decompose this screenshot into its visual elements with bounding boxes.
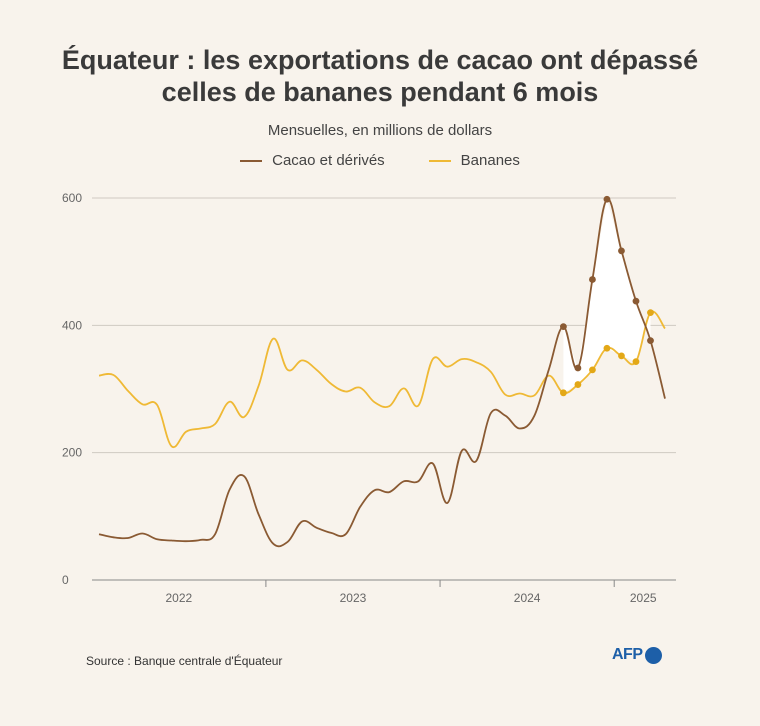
legend-swatch-cacao bbox=[240, 159, 263, 162]
y-tick-label-200: 200 bbox=[62, 446, 82, 460]
data-point-bananes-33 bbox=[574, 381, 582, 388]
legend-item-cacao: Cacao et dérivés bbox=[240, 152, 385, 169]
chart-title: Équateur : les exportations de cacao ont… bbox=[0, 44, 760, 108]
data-point-bananes-35 bbox=[603, 344, 611, 352]
afp-logo: AFP bbox=[612, 646, 662, 664]
data-point-cacao-36 bbox=[618, 247, 625, 255]
y-tick-label-0: 0 bbox=[62, 573, 69, 587]
x-tick-label-2025: 2025 bbox=[630, 591, 657, 605]
y-tick-label-400: 400 bbox=[62, 318, 82, 332]
chart-title-line-1: Équateur : les exportations de cacao ont… bbox=[61, 45, 699, 75]
data-point-cacao-34 bbox=[589, 276, 596, 283]
data-point-cacao-38 bbox=[647, 337, 654, 345]
data-point-cacao-37 bbox=[632, 297, 640, 305]
x-tick-label-2024: 2024 bbox=[514, 591, 541, 605]
data-point-cacao-32 bbox=[560, 323, 567, 331]
data-point-bananes-37 bbox=[632, 358, 640, 366]
x-tick-label-2022: 2022 bbox=[165, 591, 192, 605]
y-tick-label-600: 600 bbox=[62, 191, 82, 205]
source-note: Source : Banque centrale d'Équateur bbox=[86, 654, 283, 668]
series-line-bananes bbox=[98, 310, 666, 449]
afp-logo-dot-icon bbox=[644, 646, 662, 664]
chart-subtitle: Mensuelles, en millions de dollars bbox=[267, 122, 493, 139]
legend-label-cacao: Cacao et dérivés bbox=[272, 152, 385, 169]
highlight-area bbox=[563, 199, 651, 393]
data-point-bananes-36 bbox=[618, 352, 625, 360]
data-point-bananes-32 bbox=[560, 389, 567, 397]
data-point-bananes-38 bbox=[647, 309, 654, 316]
chart-title-line-2: celles de bananes pendant 6 mois bbox=[161, 77, 599, 107]
x-tick-label-2023: 2023 bbox=[340, 591, 367, 605]
chart-legend: Cacao et dérivés Bananes bbox=[0, 152, 760, 169]
legend-swatch-bananes bbox=[428, 159, 451, 162]
afp-logo-text: AFP bbox=[612, 646, 643, 663]
data-point-cacao-33 bbox=[574, 364, 582, 372]
data-point-cacao-35 bbox=[603, 195, 611, 203]
legend-label-bananes: Bananes bbox=[460, 152, 520, 169]
data-point-bananes-34 bbox=[589, 366, 596, 374]
legend-item-bananes: Bananes bbox=[428, 152, 520, 169]
